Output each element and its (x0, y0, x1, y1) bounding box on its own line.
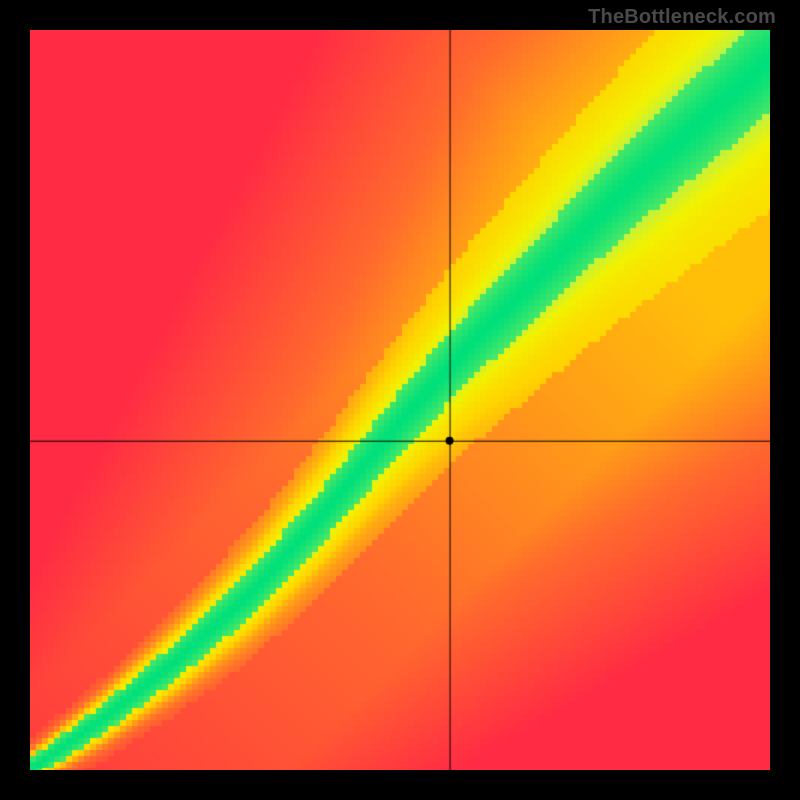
bottleneck-heatmap (30, 30, 770, 770)
watermark-text: TheBottleneck.com (588, 6, 776, 29)
heatmap-canvas (30, 30, 770, 770)
